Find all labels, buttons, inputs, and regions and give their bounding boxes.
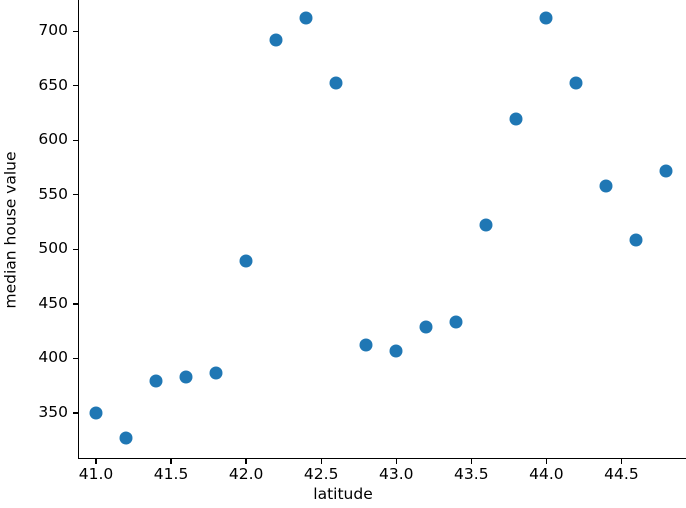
scatter-point — [359, 338, 373, 352]
scatter-point — [209, 366, 223, 380]
scatter-point — [539, 11, 553, 25]
y-tick-label: 700 — [38, 21, 68, 40]
x-tick-mark — [620, 459, 623, 464]
y-tick-label: 550 — [38, 184, 68, 203]
scatter-point — [419, 320, 433, 334]
y-tick-label: 350 — [38, 402, 68, 421]
x-tick-mark — [395, 459, 397, 464]
y-tick-label: 650 — [38, 75, 68, 94]
plot-area — [78, 0, 686, 459]
scatter-point — [599, 179, 613, 193]
x-tick-label: 41.5 — [153, 465, 189, 483]
y-tick-mark — [73, 303, 78, 305]
scatter-point — [89, 406, 103, 420]
y-axis-spine — [78, 0, 80, 459]
scatter-point — [299, 11, 313, 25]
scatter-point — [389, 344, 403, 358]
x-tick-mark — [95, 459, 97, 464]
x-tick-label: 42.5 — [303, 465, 339, 483]
y-tick-mark — [73, 85, 78, 87]
x-tick-label: 44.0 — [529, 465, 564, 483]
y-tick-label: 500 — [38, 239, 68, 258]
x-tick-label: 44.5 — [604, 465, 639, 483]
scatter-point — [149, 374, 163, 388]
x-tick-label: 43.5 — [454, 465, 489, 483]
y-axis-label: median house value — [1, 150, 20, 309]
x-axis-spine — [78, 458, 686, 460]
scatter-point — [269, 33, 283, 47]
scatter-point — [329, 76, 343, 90]
scatter-point — [449, 315, 463, 329]
scatter-point — [119, 431, 133, 445]
y-tick-mark — [73, 412, 78, 414]
y-tick-label: 600 — [38, 130, 68, 149]
scatter-point — [479, 218, 493, 232]
x-tick-mark — [545, 459, 548, 464]
x-axis-label: latitude — [313, 485, 373, 503]
x-tick-label: 43.0 — [378, 465, 414, 483]
x-tick-mark — [470, 459, 472, 464]
x-tick-label: 41.0 — [78, 465, 114, 483]
scatter-point — [569, 76, 583, 90]
y-tick-mark — [73, 139, 78, 141]
y-axis-label-container: median house value — [0, 0, 22, 459]
y-tick-mark — [73, 248, 78, 250]
x-tick-mark — [170, 459, 172, 464]
scatter-point — [179, 370, 193, 384]
y-tick-label: 400 — [38, 348, 68, 367]
x-tick-label: 42.0 — [228, 465, 264, 483]
scatter-point — [509, 112, 523, 125]
x-tick-mark — [320, 459, 322, 464]
y-tick-label: 450 — [38, 293, 68, 312]
scatter-point — [629, 233, 643, 247]
scatter-point — [659, 164, 673, 178]
y-tick-mark — [73, 194, 78, 196]
y-tick-mark — [73, 30, 78, 32]
x-tick-mark — [245, 459, 247, 464]
y-tick-mark — [73, 357, 78, 360]
scatter-point — [239, 254, 253, 268]
